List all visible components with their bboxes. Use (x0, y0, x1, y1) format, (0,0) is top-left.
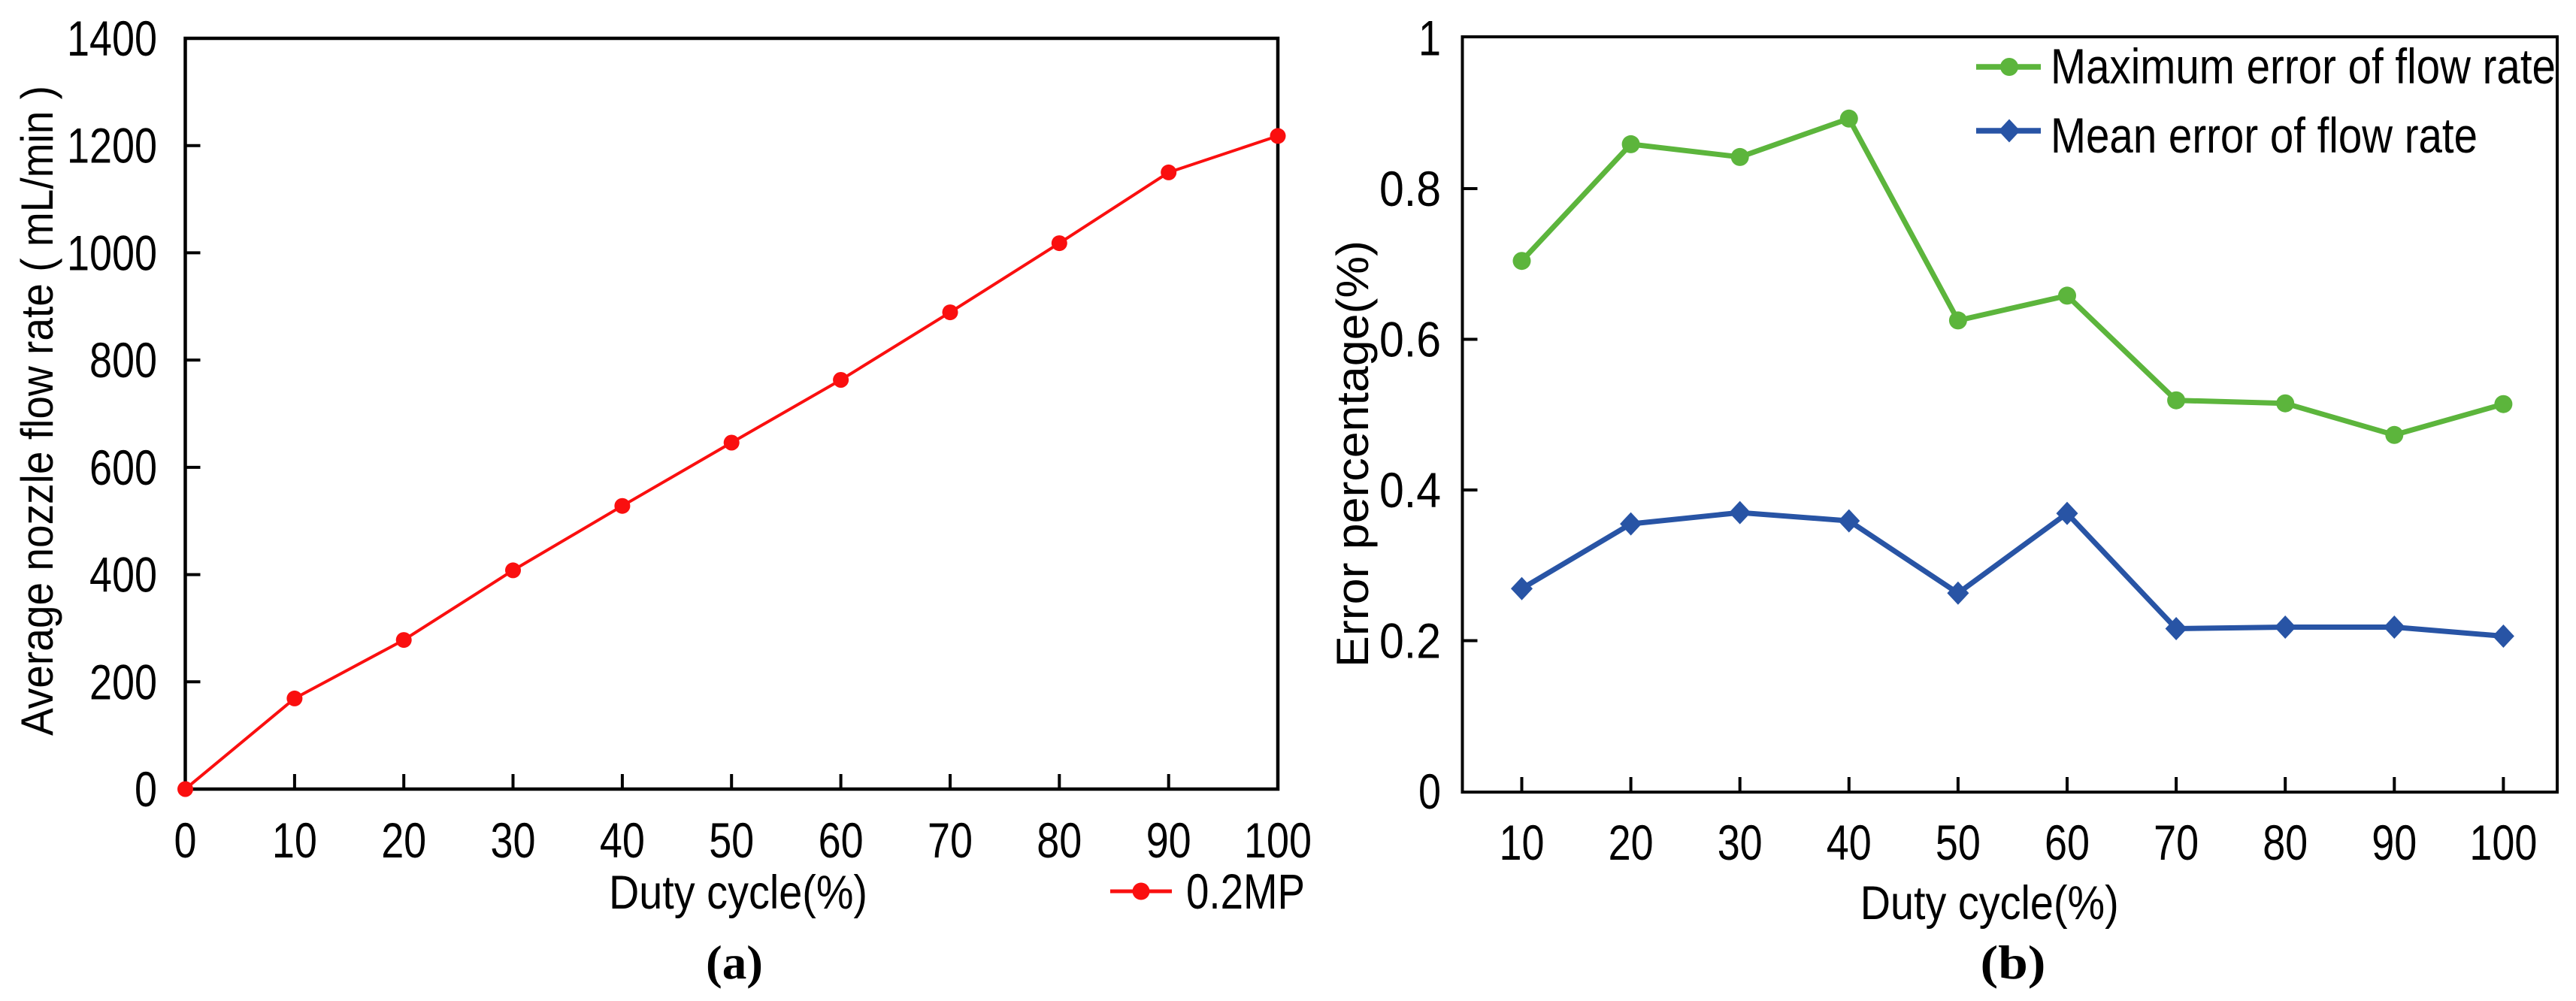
svg-text:60: 60 (2045, 815, 2090, 870)
svg-text:0.6: 0.6 (1379, 312, 1441, 367)
svg-text:70: 70 (2154, 815, 2199, 870)
svg-text:40: 40 (1827, 815, 1872, 870)
svg-text:(b): (b) (1981, 936, 2046, 989)
svg-text:(a): (a) (706, 936, 763, 989)
svg-text:1400: 1400 (67, 11, 157, 66)
svg-text:10: 10 (272, 812, 317, 868)
svg-text:1000: 1000 (67, 225, 157, 280)
svg-text:Duty cycle(%): Duty cycle(%) (1860, 877, 2119, 930)
svg-text:0.4: 0.4 (1379, 462, 1441, 518)
svg-text:30: 30 (1718, 815, 1763, 870)
svg-text:0.2MP: 0.2MP (1186, 863, 1305, 919)
svg-text:100: 100 (1244, 812, 1312, 868)
svg-text:1200: 1200 (67, 118, 157, 174)
svg-text:50: 50 (709, 812, 754, 868)
svg-text:60: 60 (819, 812, 864, 868)
svg-text:80: 80 (1037, 812, 1082, 868)
svg-text:30: 30 (491, 812, 536, 868)
svg-text:20: 20 (381, 812, 426, 868)
svg-text:Average nozzle flow rate ( mL/: Average nozzle flow rate ( mL/min ) (12, 86, 62, 736)
svg-text:600: 600 (89, 440, 157, 495)
svg-text:70: 70 (928, 812, 973, 868)
svg-text:0: 0 (174, 812, 197, 868)
svg-text:20: 20 (1609, 815, 1654, 870)
svg-text:Duty cycle(%): Duty cycle(%) (609, 866, 867, 919)
svg-text:90: 90 (2372, 815, 2417, 870)
svg-text:800: 800 (89, 332, 157, 388)
svg-text:90: 90 (1146, 812, 1191, 868)
svg-text:Error percentage(%): Error percentage(%) (1327, 240, 1378, 667)
svg-text:0.2: 0.2 (1379, 613, 1441, 669)
svg-text:400: 400 (89, 547, 157, 603)
svg-text:Mean error of flow rate: Mean error of flow rate (2051, 107, 2478, 163)
svg-text:10: 10 (1500, 815, 1545, 870)
svg-text:0.8: 0.8 (1379, 161, 1441, 216)
svg-text:Maximum error of flow rate: Maximum error of flow rate (2051, 38, 2556, 94)
svg-text:200: 200 (89, 654, 157, 709)
svg-text:50: 50 (1936, 815, 1981, 870)
svg-text:40: 40 (600, 812, 645, 868)
svg-text:0: 0 (135, 761, 157, 817)
svg-text:80: 80 (2263, 815, 2308, 870)
svg-text:100: 100 (2469, 815, 2537, 870)
svg-text:0: 0 (1418, 764, 1441, 819)
svg-text:1: 1 (1418, 11, 1441, 66)
